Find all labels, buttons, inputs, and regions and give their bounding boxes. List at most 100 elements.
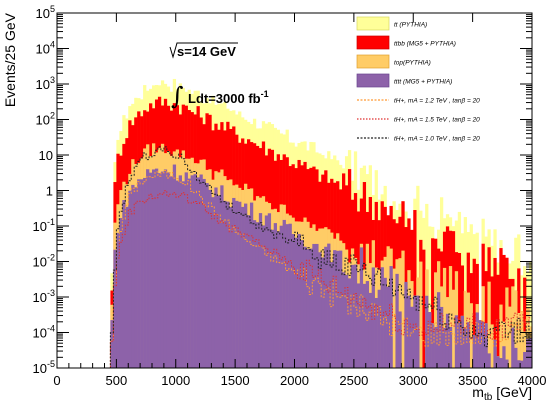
bar-background-3-bin-154 bbox=[514, 290, 518, 368]
histogram-layer bbox=[110, 78, 532, 368]
bar-background-4-bin-104 bbox=[365, 281, 370, 368]
y-tick-label: 10-5 bbox=[33, 359, 55, 376]
bar-background-4-bin-137 bbox=[463, 327, 467, 368]
y-tick-label: 10-1 bbox=[33, 217, 55, 234]
bar-background-4-bin-96 bbox=[342, 272, 346, 368]
bar-background-4-bin-27 bbox=[137, 179, 141, 368]
legend-label: ttbb (MG5 + PYTHIA) bbox=[394, 41, 456, 48]
bar-background-4-bin-65 bbox=[249, 202, 254, 368]
bar-background-4-bin-154 bbox=[514, 347, 518, 368]
bar-background-4-bin-41 bbox=[178, 175, 182, 368]
bar-background-4-bin-126 bbox=[431, 323, 435, 368]
bar-background-4-bin-75 bbox=[279, 225, 283, 368]
bar-background-4-bin-100 bbox=[353, 264, 358, 368]
bar-background-3-bin-127 bbox=[434, 272, 438, 368]
legend-label: top(PYTHIA) bbox=[394, 60, 431, 67]
x-tick-label: 1500 bbox=[221, 373, 250, 388]
bar-background-4-bin-74 bbox=[276, 231, 280, 368]
bar-background-4-bin-148 bbox=[496, 356, 500, 368]
signal-1-line bbox=[57, 170, 532, 368]
bar-background-4-bin-111 bbox=[386, 286, 390, 368]
bar-background-3-bin-132 bbox=[448, 266, 453, 368]
bar-background-4-bin-136 bbox=[460, 315, 465, 368]
bar-background-4-bin-58 bbox=[229, 207, 233, 368]
bar-background-2-bin-140 bbox=[472, 258, 476, 368]
y-tick-label: 10 bbox=[39, 148, 53, 163]
bar-background-4-bin-36 bbox=[163, 169, 168, 368]
bar-background-4-bin-106 bbox=[371, 267, 375, 368]
legend-label: tH+, mA = 1.5 TeV , tanβ = 20 bbox=[394, 117, 480, 124]
energy-annotation: s=14 GeV bbox=[169, 42, 238, 59]
y-tick-label: 102 bbox=[36, 111, 55, 128]
bar-background-4-bin-97 bbox=[344, 274, 349, 368]
bar-background-4-bin-102 bbox=[359, 247, 364, 368]
bar-background-4-bin-149 bbox=[499, 358, 503, 368]
bar-background-4-bin-57 bbox=[226, 201, 230, 368]
bar-background-4-bin-59 bbox=[232, 197, 236, 368]
bar-background-4-bin-31 bbox=[149, 172, 153, 368]
bar-background-4-bin-135 bbox=[457, 321, 462, 368]
x-tick-label: 3500 bbox=[458, 373, 487, 388]
lumi-label: Ldt=3000 fb-1 bbox=[188, 89, 269, 106]
bar-background-4-bin-61 bbox=[238, 201, 242, 368]
bar-background-3-bin-155 bbox=[517, 313, 521, 368]
bar-background-4-bin-80 bbox=[294, 237, 298, 368]
bar-background-4-bin-55 bbox=[220, 185, 224, 368]
bar-background-4-bin-77 bbox=[285, 224, 289, 368]
bar-background-4-bin-69 bbox=[261, 225, 266, 368]
bar-background-4-bin-84 bbox=[306, 249, 310, 368]
bar-background-4-bin-72 bbox=[270, 229, 275, 368]
bar-background-3-bin-113 bbox=[392, 268, 396, 368]
x-tick-label: 2000 bbox=[280, 373, 309, 388]
bar-background-3-bin-130 bbox=[442, 267, 447, 368]
bar-background-4-bin-20 bbox=[116, 232, 120, 368]
bar-background-4-bin-81 bbox=[297, 233, 301, 368]
bar-background-4-bin-76 bbox=[282, 219, 286, 368]
bar-background-4-bin-159 bbox=[529, 337, 532, 368]
bar-background-4-bin-103 bbox=[362, 283, 367, 368]
legend-entry-background-4: tttt (MG5 + PYTHIA) bbox=[356, 73, 452, 88]
bar-background-2-bin-150 bbox=[502, 254, 506, 368]
bar-background-1-bin-125 bbox=[428, 226, 432, 368]
legend-entry-signal-2: tH+, mA = 1.5 TeV , tanβ = 20 bbox=[357, 117, 480, 124]
y-axis: 10-5 10-4 10-3 10-2 10-1 1 10 102 103 104 105 bbox=[33, 4, 532, 376]
legend-swatch bbox=[356, 35, 390, 50]
bar-background-4-bin-83 bbox=[303, 246, 307, 368]
bar-background-4-bin-46 bbox=[193, 174, 197, 368]
bar-background-4-bin-68 bbox=[258, 213, 263, 368]
bar-background-4-bin-56 bbox=[223, 200, 227, 368]
bar-background-4-bin-118 bbox=[407, 295, 411, 368]
bar-background-2-bin-147 bbox=[493, 257, 497, 368]
bar-background-4-bin-99 bbox=[350, 264, 355, 368]
bar-background-4-bin-21 bbox=[119, 218, 123, 368]
bar-background-4-bin-125 bbox=[428, 312, 432, 368]
bar-background-4-bin-78 bbox=[288, 223, 292, 368]
bar-background-3-bin-157 bbox=[523, 331, 527, 368]
bar-background-4-bin-87 bbox=[315, 243, 319, 368]
bar-background-4-bin-30 bbox=[146, 169, 150, 368]
bar-background-3-bin-153 bbox=[511, 286, 515, 368]
bar-background-4-bin-18 bbox=[110, 320, 114, 368]
bar-background-4-bin-79 bbox=[291, 234, 295, 368]
bar-background-4-bin-67 bbox=[255, 222, 260, 368]
bar-background-4-bin-60 bbox=[235, 200, 239, 368]
bar-background-4-bin-52 bbox=[211, 197, 215, 368]
bar-background-4-bin-105 bbox=[368, 292, 372, 368]
bar-background-4-bin-64 bbox=[247, 215, 251, 368]
bar-background-4-bin-132 bbox=[448, 326, 453, 368]
bar-background-4-bin-34 bbox=[157, 173, 162, 368]
bar-background-4-bin-115 bbox=[398, 311, 402, 368]
bar-background-4-bin-124 bbox=[425, 295, 429, 368]
bar-background-4-bin-101 bbox=[356, 283, 361, 368]
bar-background-4-bin-127 bbox=[434, 327, 438, 368]
bar-background-4-bin-114 bbox=[395, 273, 399, 368]
bar-background-4-bin-82 bbox=[300, 240, 304, 368]
bar-background-4-bin-53 bbox=[214, 187, 218, 368]
sqrt-symbol bbox=[169, 42, 238, 59]
x-tick-label: 0 bbox=[53, 373, 60, 388]
legend-swatch bbox=[356, 54, 390, 69]
background-4-bars bbox=[110, 164, 532, 368]
bar-background-3-bin-133 bbox=[451, 289, 456, 368]
bar-background-4-bin-144 bbox=[484, 323, 488, 368]
integral-symbol: ∫ bbox=[171, 82, 184, 110]
